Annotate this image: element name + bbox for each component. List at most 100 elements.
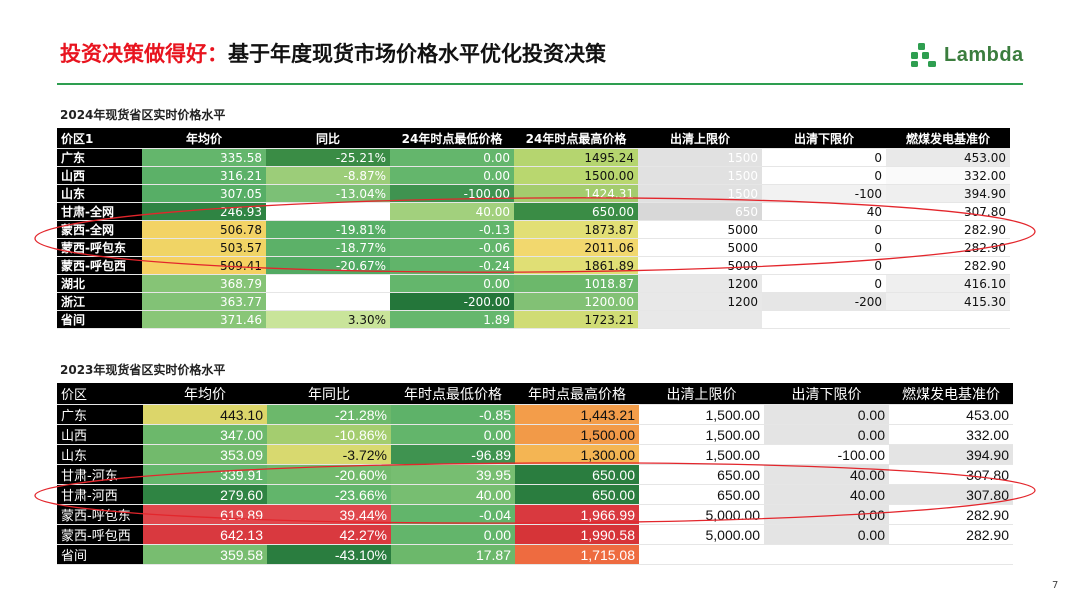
value-cell: 363.77 bbox=[142, 292, 266, 311]
table-row: 广东 443.10 -21.28% -0.85 1,443.21 1,500.00 0.00… bbox=[57, 404, 1013, 425]
value-cell: -96.89 bbox=[391, 444, 515, 465]
value-cell: 650.00 bbox=[514, 202, 638, 221]
column-header: 出清下限价 bbox=[764, 383, 889, 405]
value-cell: 642.13 bbox=[143, 524, 267, 545]
column-header: 出清上限价 bbox=[638, 128, 762, 149]
region-cell: 广东 bbox=[57, 404, 143, 425]
column-header: 年均价 bbox=[142, 128, 266, 149]
value-cell: 347.00 bbox=[143, 424, 267, 445]
table-2023-caption: 2023年现货省区实时价格水平 bbox=[60, 363, 226, 377]
region-cell: 蒙西-呼包东 bbox=[57, 238, 142, 257]
value-cell: 0.00 bbox=[391, 424, 515, 445]
lambda-logo-icon bbox=[911, 43, 936, 67]
value-cell: -20.60% bbox=[267, 464, 391, 485]
value-cell: -200 bbox=[762, 292, 886, 311]
value-cell: 368.79 bbox=[142, 274, 266, 293]
table-row: 省间 359.58 -43.10% 17.87 1,715.08 bbox=[57, 544, 1013, 565]
slide-title-highlight: 投资决策做得好： bbox=[60, 42, 228, 66]
value-cell: 1,300.00 bbox=[515, 444, 639, 465]
value-cell: -19.81% bbox=[266, 220, 390, 239]
region-cell: 蒙西-呼包西 bbox=[57, 256, 142, 275]
value-cell: 0.00 bbox=[764, 504, 889, 525]
column-header: 24年时点最高价格 bbox=[514, 128, 638, 149]
value-cell: -200.00 bbox=[390, 292, 514, 311]
value-cell: -0.85 bbox=[391, 404, 515, 425]
value-cell: 0.00 bbox=[764, 404, 889, 425]
table-row: 湖北 368.79 0.00 1018.87 1200 0 416.10 bbox=[57, 274, 1010, 293]
table-row: 甘肃-河东 339.91 -20.60% 39.95 650.00 650.00 40.00… bbox=[57, 464, 1013, 485]
table-row: 省间 371.46 3.30% 1.89 1723.21 bbox=[57, 310, 1010, 329]
value-cell: 282.90 bbox=[886, 220, 1010, 239]
region-cell: 蒙西-全网 bbox=[57, 220, 142, 239]
table-row: 甘肃-全网 246.93 40.00 650.00 650 40 307.80 bbox=[57, 202, 1010, 221]
value-cell bbox=[762, 310, 886, 329]
value-cell: -20.67% bbox=[266, 256, 390, 275]
value-cell: 650.00 bbox=[515, 484, 639, 505]
value-cell: 40.00 bbox=[391, 484, 515, 505]
table-header-row: 价区 年均价 年同比 年时点最低价格 年时点最高价格 出清上限价 出清下限价 燃煤发电基准价 bbox=[57, 383, 1013, 405]
value-cell: 650.00 bbox=[639, 484, 764, 505]
value-cell: 246.93 bbox=[142, 202, 266, 221]
table-row: 山东 307.05 -13.04% -100.00 1424.31 1500 -100 394… bbox=[57, 184, 1010, 203]
region-cell: 湖北 bbox=[57, 274, 142, 293]
table-row: 蒙西-呼包西 642.13 42.27% 0.00 1,990.58 5,000.00 0.… bbox=[57, 524, 1013, 545]
region-cell: 蒙西-呼包东 bbox=[57, 504, 143, 525]
column-header: 24年时点最低价格 bbox=[390, 128, 514, 149]
value-cell: -13.04% bbox=[266, 184, 390, 203]
value-cell: 307.05 bbox=[142, 184, 266, 203]
value-cell: 5,000.00 bbox=[639, 524, 764, 545]
table-row: 蒙西-呼包东 503.57 -18.77% -0.06 2011.06 5000 0 282.… bbox=[57, 238, 1010, 257]
value-cell: -25.21% bbox=[266, 148, 390, 167]
value-cell: -100.00 bbox=[390, 184, 514, 203]
value-cell bbox=[886, 310, 1010, 329]
value-cell: 316.21 bbox=[142, 166, 266, 185]
value-cell: 279.60 bbox=[143, 484, 267, 505]
value-cell: 0.00 bbox=[764, 524, 889, 545]
table-row: 山西 347.00 -10.86% 0.00 1,500.00 1,500.00 0.00 3… bbox=[57, 424, 1013, 445]
table-row: 山东 353.09 -3.72% -96.89 1,300.00 1,500.00 -100… bbox=[57, 444, 1013, 465]
price-table-2024: 价区1 年均价 同比 24年时点最低价格 24年时点最高价格 出清上限价 出清下限价 燃煤发电… bbox=[57, 128, 1010, 329]
value-cell: -23.66% bbox=[267, 484, 391, 505]
value-cell: -3.72% bbox=[267, 444, 391, 465]
value-cell: 1495.24 bbox=[514, 148, 638, 167]
value-cell: 0.00 bbox=[390, 166, 514, 185]
value-cell: 0 bbox=[762, 238, 886, 257]
table-row: 蒙西-全网 506.78 -19.81% -0.13 1873.87 5000 0 282.9… bbox=[57, 220, 1010, 239]
value-cell bbox=[266, 202, 390, 221]
table-2024-caption: 2024年现货省区实时价格水平 bbox=[60, 108, 226, 122]
value-cell: 1723.21 bbox=[514, 310, 638, 329]
value-cell: 282.90 bbox=[886, 238, 1010, 257]
region-cell: 山东 bbox=[57, 444, 143, 465]
value-cell: 0 bbox=[762, 256, 886, 275]
value-cell bbox=[266, 274, 390, 293]
value-cell: 332.00 bbox=[886, 166, 1010, 185]
region-cell: 山东 bbox=[57, 184, 142, 203]
value-cell: 1,500.00 bbox=[639, 424, 764, 445]
column-header: 燃煤发电基准价 bbox=[889, 383, 1013, 405]
value-cell: 307.80 bbox=[889, 464, 1013, 485]
column-header: 价区1 bbox=[57, 128, 142, 149]
value-cell: 1500 bbox=[638, 184, 762, 203]
table-row: 甘肃-河西 279.60 -23.66% 40.00 650.00 650.00 40.00… bbox=[57, 484, 1013, 505]
value-cell: 1,990.58 bbox=[515, 524, 639, 545]
page-number: 7 bbox=[1052, 580, 1059, 591]
value-cell: 3.30% bbox=[266, 310, 390, 329]
value-cell: 332.00 bbox=[889, 424, 1013, 445]
value-cell: 339.91 bbox=[143, 464, 267, 485]
value-cell: 1,443.21 bbox=[515, 404, 639, 425]
value-cell: 0 bbox=[762, 166, 886, 185]
column-header: 年时点最高价格 bbox=[515, 383, 639, 405]
value-cell: 0 bbox=[762, 274, 886, 293]
value-cell: 371.46 bbox=[142, 310, 266, 329]
value-cell: 40.00 bbox=[764, 484, 889, 505]
column-header: 同比 bbox=[266, 128, 390, 149]
value-cell: 1200.00 bbox=[514, 292, 638, 311]
value-cell: 359.58 bbox=[143, 544, 267, 565]
value-cell: 506.78 bbox=[142, 220, 266, 239]
value-cell: 2011.06 bbox=[514, 238, 638, 257]
value-cell: 40 bbox=[762, 202, 886, 221]
value-cell: -8.87% bbox=[266, 166, 390, 185]
column-header: 出清上限价 bbox=[639, 383, 764, 405]
region-cell: 省间 bbox=[57, 544, 143, 565]
value-cell: 307.80 bbox=[886, 202, 1010, 221]
